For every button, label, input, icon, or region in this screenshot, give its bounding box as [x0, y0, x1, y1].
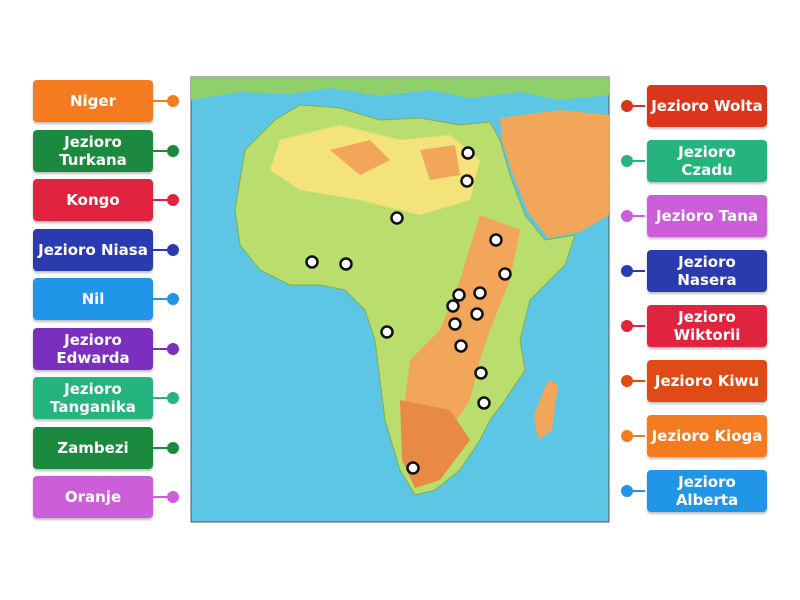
drop-target[interactable]	[380, 325, 394, 339]
connector	[153, 496, 171, 498]
drop-target[interactable]	[452, 288, 466, 302]
connector	[627, 215, 645, 217]
connector-dot	[167, 392, 179, 404]
label[interactable]: Zambezi	[33, 426, 153, 469]
hotspots	[305, 146, 512, 475]
connector-dot	[621, 265, 633, 277]
label[interactable]: Jezioro Tana	[647, 195, 767, 237]
connector-dot	[621, 375, 633, 387]
drop-target[interactable]	[498, 267, 512, 281]
drop-target[interactable]	[406, 461, 420, 475]
drop-target[interactable]	[474, 366, 488, 380]
connector	[627, 325, 645, 327]
label[interactable]: Jezioro Niasa	[33, 228, 153, 271]
connector	[153, 100, 171, 102]
connector-dot	[167, 342, 179, 355]
label[interactable]: Jezioro Wiktorii	[647, 305, 767, 347]
connector	[153, 397, 171, 399]
drop-target[interactable]	[460, 174, 474, 188]
connector-dot	[167, 95, 179, 107]
connector-dot	[621, 155, 633, 167]
connector-dot	[167, 194, 179, 206]
connector-dot	[167, 441, 179, 454]
connector-dot	[621, 210, 633, 222]
europe	[191, 77, 609, 100]
connector-dot	[167, 243, 179, 256]
connector	[153, 347, 171, 350]
drop-target[interactable]	[470, 307, 484, 321]
connector-dot	[167, 491, 179, 503]
label[interactable]: Jezioro Tanganika	[33, 377, 153, 419]
label[interactable]: Jezioro Kiwu	[647, 360, 767, 402]
connector	[627, 435, 645, 437]
drop-target[interactable]	[489, 233, 503, 247]
east-highlands	[405, 215, 520, 440]
label[interactable]: Nil	[33, 278, 153, 320]
drop-target[interactable]	[454, 339, 468, 353]
connector	[627, 490, 645, 492]
label[interactable]: Jezioro Nasera	[647, 250, 767, 292]
connector-dot	[167, 293, 179, 305]
drop-target[interactable]	[473, 286, 487, 300]
connector	[627, 380, 645, 382]
connector	[153, 446, 171, 449]
drop-target[interactable]	[390, 211, 404, 225]
label[interactable]: Jezioro Edwarda	[33, 327, 153, 370]
connector	[627, 160, 645, 162]
connector-dot	[621, 320, 633, 332]
africa	[234, 104, 576, 496]
drop-target[interactable]	[305, 255, 319, 269]
madagascar	[534, 380, 558, 440]
connector-dot	[621, 485, 633, 497]
highlands	[330, 140, 460, 180]
label[interactable]: Niger	[33, 80, 153, 122]
drop-target[interactable]	[477, 396, 491, 410]
drop-target[interactable]	[461, 146, 475, 160]
drop-target[interactable]	[446, 299, 460, 313]
label[interactable]: Jezioro Kioga	[647, 415, 767, 457]
connector	[627, 270, 645, 272]
connector-dot	[621, 100, 633, 112]
connector	[627, 105, 645, 107]
connector	[153, 248, 171, 251]
label[interactable]: Kongo	[33, 179, 153, 221]
label[interactable]: Oranje	[33, 476, 153, 518]
label[interactable]: Jezioro Czadu	[647, 140, 767, 182]
arabia	[500, 110, 609, 238]
connector	[153, 199, 171, 201]
connector	[153, 298, 171, 300]
connector	[153, 149, 171, 152]
label[interactable]: Jezioro Wolta	[647, 85, 767, 127]
connector-dot	[167, 144, 179, 157]
label[interactable]: Jezioro Alberta	[647, 470, 767, 512]
sahara	[270, 125, 480, 215]
label[interactable]: Jezioro Turkana	[33, 129, 153, 172]
drop-target[interactable]	[339, 257, 353, 271]
drop-target[interactable]	[448, 317, 462, 331]
connector-dot	[621, 430, 633, 442]
